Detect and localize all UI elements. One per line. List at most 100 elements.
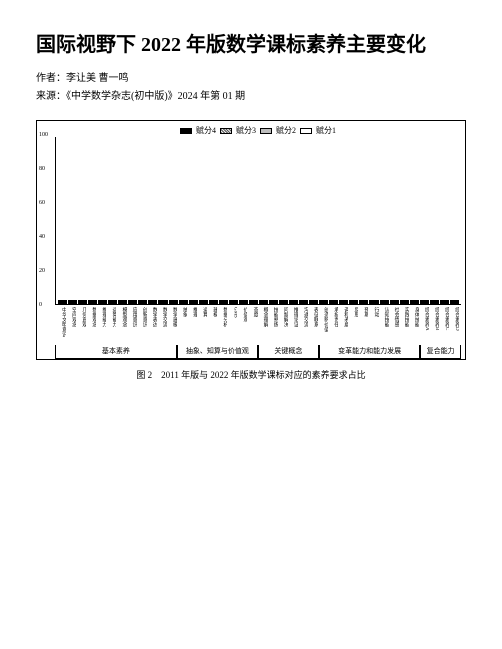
x-tick-label: 预期	[359, 305, 368, 345]
stacked-bar	[440, 300, 449, 304]
bar-segment	[400, 303, 409, 304]
x-tick-label: 实践技能	[400, 305, 409, 345]
x-tick-label: 推理论证	[289, 305, 298, 345]
y-tick-label: 100	[39, 132, 48, 138]
bar-segment	[309, 303, 318, 304]
group-axis: 基本素养抽象、知算与价值观关键概念变革能力和能力发展复合能力	[55, 345, 461, 359]
x-tick-label: 数据分析	[218, 305, 227, 345]
x-tick-label: 综合素养A	[420, 305, 429, 345]
x-tick-label: 行动	[369, 305, 378, 345]
stacked-bar	[309, 300, 318, 304]
x-tick-label: 数学交流	[158, 305, 167, 345]
bar-segment	[359, 303, 368, 304]
x-tick-label: 调和矛盾	[339, 305, 348, 345]
stacked-bar	[199, 300, 208, 304]
legend-swatch	[180, 128, 192, 134]
y-tick-label: 20	[39, 268, 45, 274]
stacked-bar	[98, 300, 107, 304]
bar-segment	[279, 303, 288, 304]
bar-segment	[179, 303, 188, 304]
x-axis-labels: 中华文明意识空间观念几何直观数据观念推理能力运算能力模型观念应用意识创新意识数学…	[55, 305, 461, 345]
x-tick-label: 数学建模	[168, 305, 177, 345]
bar-segment	[440, 303, 449, 304]
bar-segment	[219, 303, 228, 304]
bar-segment	[249, 303, 258, 304]
x-tick-label: 反思	[349, 305, 358, 345]
x-tick-label: 推理能力	[97, 305, 106, 345]
stacked-bar	[380, 300, 389, 304]
bar-segment	[128, 303, 137, 304]
stacked-bar	[219, 300, 228, 304]
bar-segment	[239, 303, 248, 304]
legend-label: 赋分1	[316, 126, 336, 135]
stacked-bar	[319, 300, 328, 304]
stacked-bar	[209, 300, 218, 304]
metadata: 作者：李让美 曹一鸣 来源：《中学数学杂志(初中版)》2024 年第 01 期	[36, 70, 466, 106]
x-tick-label: 中华文明意识	[57, 305, 66, 345]
stacked-bar	[58, 300, 67, 304]
x-tick-label: 沟通交流	[299, 305, 308, 345]
bar-segment	[58, 303, 67, 304]
figure-caption: 图 2 2011 年版与 2022 年版数学课标对应的素养要求占比	[36, 368, 466, 381]
group-label: 基本素养	[55, 345, 177, 359]
stacked-bar	[179, 300, 188, 304]
legend-swatch	[300, 128, 312, 134]
bar-segment	[148, 303, 157, 304]
y-tick-label: 80	[39, 166, 45, 172]
bar-segment	[390, 303, 399, 304]
stacked-bar	[169, 300, 178, 304]
author-line: 作者：李让美 曹一鸣	[36, 70, 466, 88]
x-tick-label: 身体技能	[410, 305, 419, 345]
x-tick-label: 认知技能	[380, 305, 389, 345]
group-label: 关键概念	[258, 345, 319, 359]
group-label: 变革能力和能力发展	[319, 345, 421, 359]
stacked-bar	[249, 300, 258, 304]
bar-segment	[349, 303, 358, 304]
bar-segment	[118, 303, 127, 304]
bar-segment	[209, 303, 218, 304]
x-tick-label: 推理	[188, 305, 197, 345]
stacked-bar	[339, 300, 348, 304]
x-tick-label: 运算	[198, 305, 207, 345]
stacked-bar	[148, 300, 157, 304]
x-tick-label: 建模	[208, 305, 217, 345]
bar-segment	[98, 303, 107, 304]
stacked-bar	[430, 300, 439, 304]
bar-segment	[299, 303, 308, 304]
x-tick-label: 数学表达	[148, 305, 157, 345]
stacked-bar	[359, 300, 368, 304]
x-tick-label: 创造新价值	[319, 305, 328, 345]
bar-segment	[420, 303, 429, 304]
x-tick-label: 表征联系	[309, 305, 318, 345]
x-tick-label: 社会情感	[390, 305, 399, 345]
chart-legend: 赋分4赋分3赋分2赋分1	[55, 125, 461, 136]
stacked-bar	[279, 300, 288, 304]
stacked-bar	[108, 300, 117, 304]
stacked-bar	[118, 300, 127, 304]
figure-2-chart: 赋分4赋分3赋分2赋分1 020406080100 中华文明意识空间观念几何直观…	[36, 120, 466, 360]
bar-segment	[259, 303, 268, 304]
stacked-bar	[420, 300, 429, 304]
bar-segment	[199, 303, 208, 304]
stacked-bar	[349, 300, 358, 304]
legend-swatch	[260, 128, 272, 134]
stacked-bar	[128, 300, 137, 304]
x-tick-label: 数据观念	[87, 305, 96, 345]
bar-segment	[169, 303, 178, 304]
legend-label: 赋分3	[236, 126, 256, 135]
bar-segment	[380, 303, 389, 304]
stacked-bar	[329, 300, 338, 304]
legend-swatch	[220, 128, 232, 134]
plot-area	[55, 137, 461, 305]
bar-segment	[78, 303, 87, 304]
x-tick-label: 空间观念	[67, 305, 76, 345]
stacked-bar	[78, 300, 87, 304]
x-tick-label: 概念理解	[259, 305, 268, 345]
x-tick-label: 综合素养B	[430, 305, 439, 345]
stacked-bar	[450, 300, 459, 304]
page-title: 国际视野下 2022 年版数学课标素养主要变化	[36, 30, 466, 60]
legend-label: 赋分4	[196, 126, 216, 135]
group-label: 复合能力	[420, 345, 461, 359]
x-tick-label: 综合素养C	[440, 305, 449, 345]
x-tick-label: 承担责任	[329, 305, 338, 345]
